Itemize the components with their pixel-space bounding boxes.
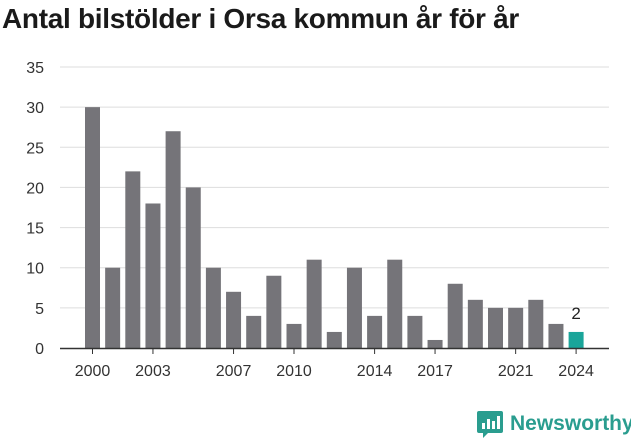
bar-2000: [85, 107, 100, 348]
y-tick-label: 10: [26, 261, 44, 278]
x-tick-label: 2010: [276, 363, 312, 380]
y-tick-label: 35: [26, 60, 44, 77]
bar-2012: [326, 331, 342, 348]
bar-2003: [145, 203, 161, 348]
data-label-2024: 2: [571, 304, 580, 323]
bar-2007: [226, 291, 242, 348]
bar-2014: [367, 315, 383, 348]
bar-2022: [528, 299, 544, 348]
bar-2002: [125, 171, 141, 348]
y-axis-ticks: 0 5 10 15 20 25 30 35: [26, 60, 44, 358]
bar-2023: [548, 323, 564, 348]
x-tick-label: 2017: [417, 363, 453, 380]
data-labels: 2: [571, 304, 580, 323]
y-tick-label: 5: [35, 301, 44, 318]
x-tick-label: 2024: [558, 363, 594, 380]
bar-2005: [185, 187, 201, 348]
bar-2018: [447, 283, 463, 348]
y-tick-label: 15: [26, 221, 44, 238]
bar-2004: [165, 131, 181, 348]
bar-2019: [467, 299, 483, 348]
x-tick-label: 2021: [498, 363, 534, 380]
brand-logo: Newsworthy: [476, 408, 631, 440]
y-tick-label: 25: [26, 140, 44, 157]
bar-2008: [246, 315, 262, 348]
bars: [60, 107, 609, 350]
bar-2024: [568, 331, 584, 348]
bar-2010: [286, 323, 302, 348]
bar-2017: [427, 339, 443, 348]
y-tick-label: 20: [26, 180, 44, 197]
chart-title: Antal bilstölder i Orsa kommun år för år: [2, 3, 520, 34]
x-tick-label: 2003: [135, 363, 171, 380]
bar-2021: [508, 307, 524, 348]
bar-2015: [387, 259, 403, 348]
bar-2009: [266, 275, 282, 348]
bar-2020: [488, 307, 503, 348]
bar-2016: [407, 315, 423, 348]
bar-2006: [205, 267, 221, 348]
x-tick-label: 2007: [216, 363, 252, 380]
x-tick-label: 2014: [357, 363, 393, 380]
bar-2001: [105, 267, 121, 348]
bar-2011: [306, 259, 322, 348]
x-tick-label: 2000: [75, 363, 111, 380]
brand-name: Newsworthy: [510, 412, 631, 435]
y-tick-label: 0: [35, 341, 44, 358]
x-axis-ticks: 2000 2003 2007 2010 2014 2017 2021 2024: [75, 348, 594, 380]
gridlines: [60, 66, 609, 309]
bar-2013: [346, 267, 362, 348]
y-tick-label: 30: [26, 100, 44, 117]
newsworthy-logo-icon: [477, 411, 503, 438]
